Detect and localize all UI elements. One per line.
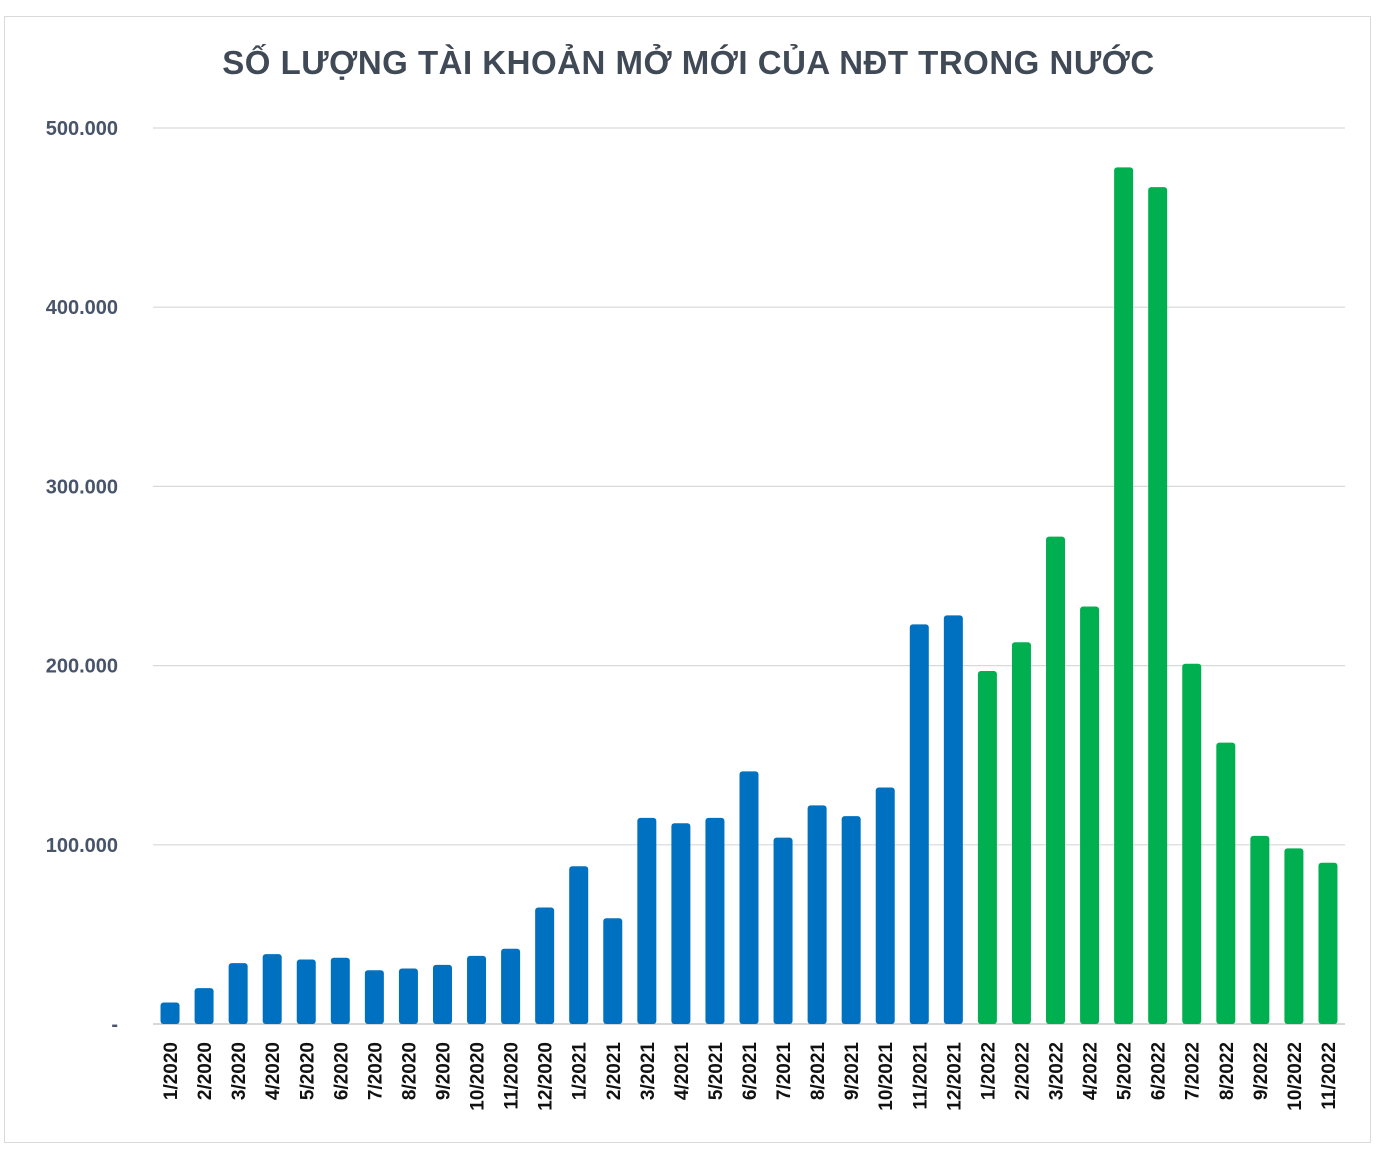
bar-5-2022 (1114, 167, 1134, 1024)
x-tick-label: 4/2022 (1081, 1042, 1102, 1100)
x-tick-label: 10/2020 (468, 1042, 489, 1111)
bar-3-2021 (637, 817, 657, 1024)
x-tick-label: 7/2021 (774, 1042, 795, 1101)
x-tick-label: 3/2021 (638, 1042, 659, 1101)
x-tick-label: 4/2021 (672, 1042, 693, 1101)
x-tick-label: 5/2020 (297, 1042, 318, 1100)
y-tick-label: 500.000 (46, 118, 118, 140)
y-tick-label: - (111, 1014, 118, 1036)
x-tick-label: 11/2020 (502, 1042, 523, 1110)
bar-8-2022 (1216, 742, 1236, 1024)
bar-1-2022 (977, 670, 997, 1024)
bar-1-2020 (160, 1002, 180, 1024)
bar-8-2021 (807, 805, 827, 1024)
x-tick-label: 12/2021 (944, 1042, 965, 1111)
bar-7-2022 (1182, 663, 1202, 1024)
bars (160, 167, 1338, 1025)
bar-6-2020 (330, 957, 350, 1024)
x-tick-label: 2/2020 (195, 1042, 216, 1100)
x-tick-label: 3/2020 (229, 1042, 250, 1100)
x-tick-label: 1/2022 (978, 1042, 999, 1100)
x-tick-label: 4/2020 (263, 1042, 284, 1100)
bar-12-2020 (535, 907, 555, 1024)
x-tick-label: 8/2021 (808, 1042, 829, 1101)
y-tick-label: 100.000 (46, 835, 118, 857)
bar-2-2022 (1011, 642, 1031, 1024)
x-tick-label: 10/2021 (876, 1042, 897, 1111)
x-tick-label: 5/2022 (1115, 1042, 1136, 1100)
x-tick-label: 11/2021 (910, 1042, 931, 1110)
bar-10-2020 (467, 955, 487, 1024)
bar-11-2022 (1318, 862, 1338, 1024)
x-tick-label: 7/2022 (1183, 1042, 1204, 1100)
y-tick-label: 300.000 (46, 476, 118, 498)
bar-11-2021 (909, 624, 929, 1024)
y-tick-label: 200.000 (46, 656, 118, 678)
bar-3-2020 (228, 963, 248, 1024)
bar-6-2022 (1148, 187, 1168, 1025)
x-tick-label: 8/2022 (1217, 1042, 1238, 1100)
bar-1-2021 (569, 866, 589, 1024)
bar-3-2022 (1046, 536, 1066, 1024)
bar-11-2020 (501, 948, 521, 1024)
x-tick-label: 6/2021 (740, 1042, 761, 1101)
chart-title: SỐ LƯỢNG TÀI KHOẢN MỞ MỚI CỦA NĐT TRONG … (222, 44, 1155, 81)
bar-4-2021 (671, 823, 691, 1024)
x-tick-label: 8/2020 (399, 1042, 420, 1100)
bar-5-2020 (296, 959, 316, 1024)
x-tick-label: 2/2021 (604, 1042, 625, 1101)
bar-4-2022 (1080, 606, 1100, 1024)
bar-2-2020 (194, 988, 214, 1024)
x-tick-label: 9/2022 (1251, 1042, 1272, 1100)
x-axis-ticks: 1/2020 2/2020 3/2020 4/2020 5/2020 6/2020 7/20… (161, 1042, 1340, 1111)
bar-7-2021 (773, 837, 793, 1024)
x-tick-label: 2/2022 (1012, 1042, 1033, 1100)
bar-7-2020 (364, 970, 384, 1024)
bar-12-2021 (943, 615, 963, 1024)
x-tick-label: 5/2021 (706, 1042, 727, 1101)
x-tick-label: 12/2020 (536, 1042, 557, 1111)
y-tick-label: 400.000 (46, 297, 118, 319)
x-tick-label: 1/2021 (570, 1042, 591, 1101)
x-tick-label: 3/2022 (1047, 1042, 1068, 1100)
bar-9-2022 (1250, 835, 1270, 1024)
bar-8-2020 (398, 968, 418, 1024)
bar-10-2021 (875, 787, 895, 1024)
bar-9-2021 (841, 816, 861, 1024)
x-tick-label: 9/2021 (842, 1042, 863, 1101)
x-tick-label: 9/2020 (433, 1042, 454, 1100)
bar-6-2021 (739, 771, 759, 1024)
bar-2-2021 (603, 918, 623, 1024)
bar-5-2021 (705, 817, 725, 1024)
bar-10-2022 (1284, 848, 1304, 1024)
bar-9-2020 (432, 964, 452, 1024)
bar-4-2020 (262, 954, 282, 1024)
x-tick-label: 7/2020 (365, 1042, 386, 1100)
x-tick-label: 11/2022 (1319, 1042, 1340, 1110)
x-tick-label: 6/2022 (1149, 1042, 1170, 1100)
x-tick-label: 10/2022 (1285, 1042, 1306, 1111)
y-axis-ticks: - 100.000 200.000 300.000 400.000 500.000 (46, 118, 118, 1036)
x-tick-label: 1/2020 (161, 1042, 182, 1100)
x-tick-label: 6/2020 (331, 1042, 352, 1100)
